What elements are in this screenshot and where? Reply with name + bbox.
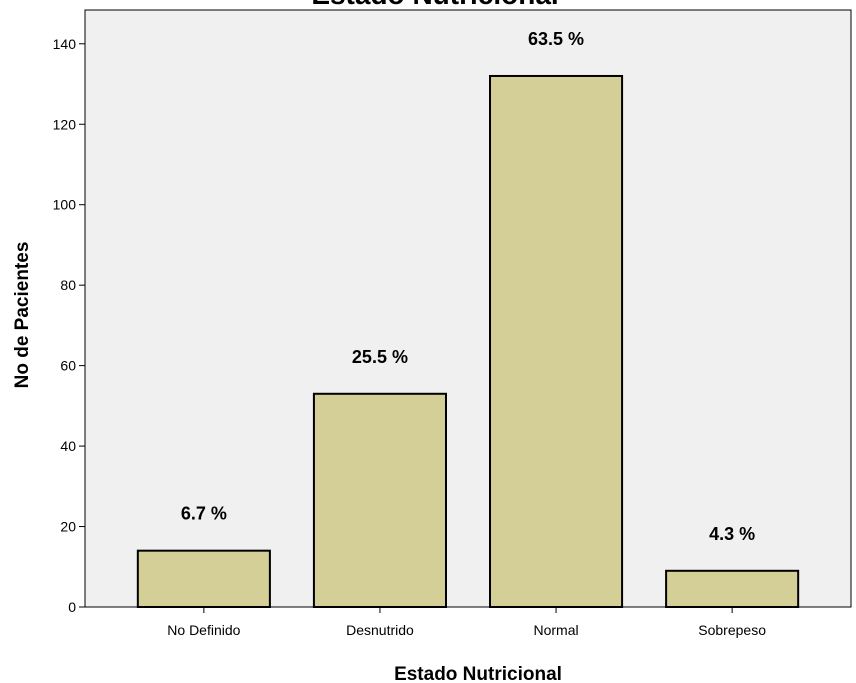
data-labels-group: 6.7 % 25.5 % 63.5 % 4.3 %: [181, 29, 755, 544]
y-tick-label: 40: [60, 438, 76, 454]
y-tick-label: 140: [53, 36, 77, 52]
y-tick-label: 60: [60, 358, 76, 374]
x-axis-title: Estado Nutricional: [394, 664, 562, 683]
plot-area: [84, 9, 852, 608]
y-axis-title: No de Pacientes: [12, 242, 33, 389]
y-tick-label: 120: [53, 116, 77, 132]
bar-no-definido: [136, 549, 271, 609]
bar-desnutrido: [312, 392, 447, 608]
bar-normal: [489, 74, 624, 608]
data-label: 63.5 %: [528, 29, 584, 49]
data-label: 4.3 %: [709, 524, 755, 544]
x-tick-label: Desnutrido: [346, 622, 414, 638]
x-tick-labels-group: No Definido Desnutrido Normal Sobrepeso: [167, 607, 766, 638]
chart-title: Estado Nutricional: [311, 0, 558, 10]
data-label: 6.7 %: [181, 504, 227, 524]
y-tick-label: 100: [53, 197, 77, 213]
bars-group: [136, 74, 800, 609]
y-tick-label: 20: [60, 519, 76, 535]
data-label: 25.5 %: [352, 347, 408, 367]
x-tick-label: Normal: [533, 622, 578, 638]
y-tick-label: 0: [68, 599, 76, 615]
x-tick-label: No Definido: [167, 622, 240, 638]
y-tick-label: 80: [60, 277, 76, 293]
y-axis: 0 20 40 60 80 100 120 140: [53, 36, 85, 615]
x-tick-label: Sobrepeso: [698, 622, 766, 638]
bar-sobrepeso: [665, 569, 800, 609]
